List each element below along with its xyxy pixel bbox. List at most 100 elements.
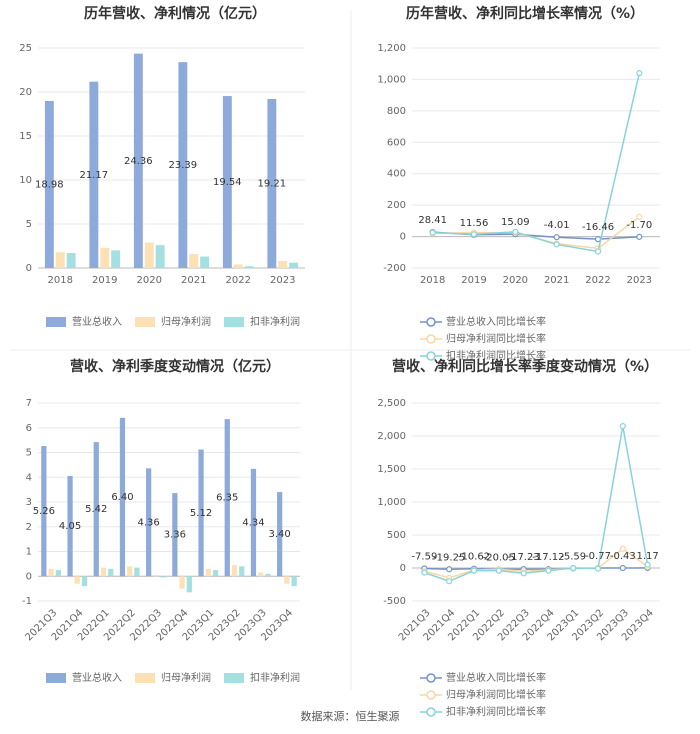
value-label: 5.12 bbox=[190, 508, 212, 519]
value-label: 3.36 bbox=[164, 530, 186, 541]
legend-marker bbox=[46, 317, 66, 327]
value-label: -19.25 bbox=[433, 552, 465, 563]
value-label: 4.05 bbox=[59, 521, 81, 532]
bar bbox=[179, 576, 185, 589]
value-label: 28.41 bbox=[418, 215, 447, 226]
value-label: -17.12 bbox=[532, 552, 564, 563]
bar bbox=[100, 247, 110, 268]
bar bbox=[222, 96, 232, 268]
value-label: 19.21 bbox=[258, 178, 287, 189]
value-label: 4.34 bbox=[242, 518, 264, 529]
chart-title: 营收、净利季度变动情况（亿元） bbox=[70, 358, 280, 375]
point bbox=[470, 567, 478, 574]
point bbox=[421, 569, 428, 576]
bar bbox=[239, 566, 245, 577]
point bbox=[553, 241, 560, 248]
x-tick-label: 2022 bbox=[226, 275, 251, 286]
x-tick-label: 2021 bbox=[181, 275, 206, 286]
point bbox=[495, 567, 502, 574]
bar bbox=[284, 576, 290, 584]
bar bbox=[108, 568, 114, 577]
value-label: -16.46 bbox=[582, 222, 614, 233]
legend-label: 扣非净利润 bbox=[250, 671, 300, 684]
y-tick-label: 5 bbox=[26, 448, 32, 459]
line bbox=[424, 547, 649, 579]
x-tick-label: 2020 bbox=[137, 275, 162, 286]
line bbox=[432, 72, 641, 253]
x-tick-label: 2019 bbox=[461, 275, 486, 286]
bar bbox=[44, 100, 54, 268]
bar bbox=[186, 576, 192, 593]
value-label: 5.26 bbox=[33, 506, 55, 517]
legend-marker bbox=[426, 334, 436, 344]
legend-label: 营业总收入同比增长率 bbox=[446, 315, 546, 328]
bar bbox=[250, 468, 257, 577]
y-tick-label: -1 bbox=[22, 596, 32, 607]
point bbox=[594, 565, 602, 572]
bar bbox=[146, 468, 152, 577]
value-label: 19.54 bbox=[213, 177, 242, 188]
point bbox=[644, 561, 651, 568]
point bbox=[636, 213, 643, 221]
bar bbox=[189, 253, 199, 268]
bar bbox=[172, 493, 178, 577]
bar bbox=[278, 260, 288, 268]
point bbox=[545, 567, 552, 574]
bar bbox=[178, 62, 188, 268]
value-label: 6.40 bbox=[111, 492, 133, 503]
y-tick-label: 5 bbox=[26, 219, 32, 230]
bar bbox=[89, 81, 99, 268]
value-label: -4.01 bbox=[544, 220, 570, 231]
y-tick-label: 400 bbox=[387, 169, 406, 180]
x-tick-label: 2022 bbox=[585, 275, 610, 286]
source: 数据来源：恒生聚源 bbox=[301, 709, 400, 723]
legend-marker bbox=[224, 317, 244, 327]
point bbox=[619, 545, 626, 552]
bar bbox=[231, 565, 238, 577]
bar bbox=[93, 442, 99, 577]
y-tick-label: 6 bbox=[26, 423, 32, 434]
legend-label: 营业总收入 bbox=[72, 671, 122, 684]
point bbox=[446, 566, 453, 573]
bar bbox=[127, 566, 133, 577]
value-label: 4.36 bbox=[138, 517, 160, 528]
value-label: -10.62 bbox=[458, 552, 490, 563]
y-tick-label: -500 bbox=[383, 596, 406, 607]
point bbox=[619, 423, 626, 430]
y-tick-label: 0 bbox=[26, 571, 32, 582]
bar bbox=[224, 419, 230, 577]
bar bbox=[155, 245, 165, 268]
legend-label: 扣非净利润 bbox=[250, 315, 300, 328]
x-tick-label: 2020 bbox=[503, 275, 528, 286]
value-label: -5.59 bbox=[560, 551, 586, 562]
bar bbox=[198, 449, 204, 577]
y-tick-label: 800 bbox=[387, 106, 406, 117]
x-tick-label: 2021 bbox=[544, 275, 569, 286]
y-tick-label: -200 bbox=[383, 263, 406, 274]
value-label: -7.59 bbox=[411, 552, 437, 563]
point bbox=[429, 229, 436, 236]
point bbox=[553, 234, 560, 241]
y-tick-label: 25 bbox=[19, 43, 32, 54]
value-label: -0.77 bbox=[585, 551, 611, 562]
legend-marker bbox=[426, 673, 436, 683]
y-tick-label: 3 bbox=[26, 497, 32, 508]
y-tick-label: 0 bbox=[26, 263, 32, 274]
point bbox=[446, 578, 453, 585]
bar bbox=[258, 572, 264, 577]
y-tick-label: 7 bbox=[26, 398, 32, 409]
point bbox=[570, 564, 577, 572]
y-tick-label: 1,500 bbox=[377, 464, 406, 475]
x-tick-label: 2023 bbox=[627, 275, 652, 286]
bar bbox=[55, 570, 61, 577]
point bbox=[619, 564, 626, 572]
x-tick-label: 2019 bbox=[92, 275, 117, 286]
legend-label: 扣非净利润同比增长率 bbox=[446, 705, 546, 718]
x-tick-label: 2018 bbox=[48, 275, 73, 286]
legend-label: 归母净利润同比增长率 bbox=[446, 332, 546, 345]
value-label: 24.36 bbox=[124, 156, 153, 167]
bar bbox=[291, 576, 297, 587]
value-label: 21.17 bbox=[80, 170, 109, 181]
value-label: -20.05 bbox=[483, 552, 515, 563]
